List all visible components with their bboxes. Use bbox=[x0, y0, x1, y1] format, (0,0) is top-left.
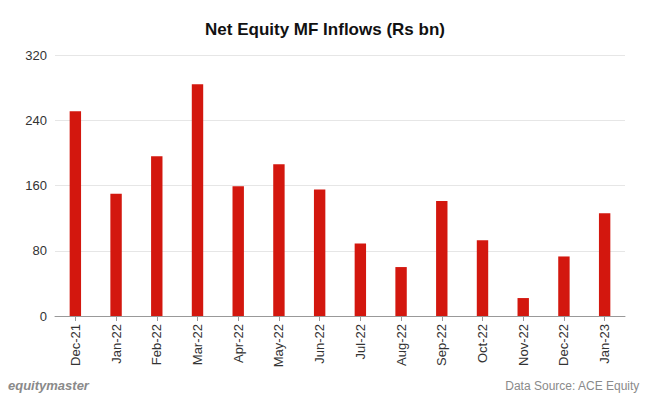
svg-text:Aug-22: Aug-22 bbox=[394, 324, 409, 366]
svg-text:Jan-23: Jan-23 bbox=[597, 324, 612, 364]
svg-text:Jun-22: Jun-22 bbox=[312, 324, 327, 364]
svg-text:160: 160 bbox=[25, 178, 47, 193]
svg-text:Feb-22: Feb-22 bbox=[149, 324, 164, 365]
svg-text:equitymaster: equitymaster bbox=[8, 378, 90, 393]
svg-text:320: 320 bbox=[25, 48, 47, 63]
svg-text:Dec-22: Dec-22 bbox=[556, 324, 571, 366]
svg-text:May-22: May-22 bbox=[271, 324, 286, 367]
svg-text:240: 240 bbox=[25, 113, 47, 128]
svg-text:Jan-22: Jan-22 bbox=[109, 324, 124, 364]
svg-text:0: 0 bbox=[40, 309, 47, 324]
svg-text:Net Equity MF Inflows (Rs bn): Net Equity MF Inflows (Rs bn) bbox=[205, 20, 445, 39]
svg-text:Apr-22: Apr-22 bbox=[231, 324, 246, 363]
svg-text:Dec-21: Dec-21 bbox=[68, 324, 83, 366]
svg-text:Data Source: ACE Equity: Data Source: ACE Equity bbox=[505, 379, 639, 393]
svg-text:80: 80 bbox=[33, 243, 47, 258]
svg-text:Jul-22: Jul-22 bbox=[353, 324, 368, 359]
svg-text:Mar-22: Mar-22 bbox=[190, 324, 205, 365]
svg-text:Sep-22: Sep-22 bbox=[434, 324, 449, 366]
svg-text:Nov-22: Nov-22 bbox=[516, 324, 531, 366]
svg-text:Oct-22: Oct-22 bbox=[475, 324, 490, 363]
